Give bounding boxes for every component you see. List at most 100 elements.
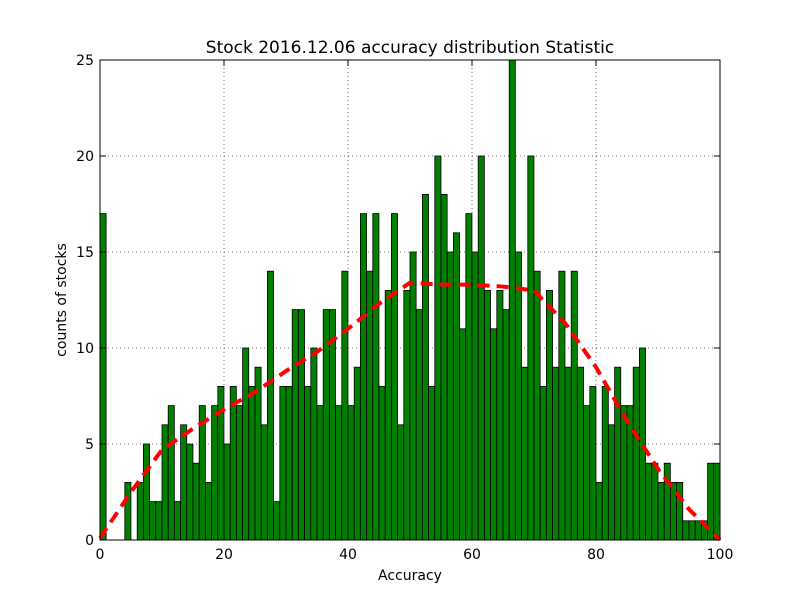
histogram-bar	[279, 385, 287, 541]
histogram-bar	[632, 366, 640, 541]
histogram-bar	[577, 366, 584, 541]
histogram-bar	[620, 405, 628, 541]
histogram-bar	[639, 347, 646, 541]
histogram-bar	[595, 481, 603, 541]
histogram-bar	[372, 213, 380, 541]
histogram-bar	[459, 328, 467, 541]
histogram-bar	[260, 424, 268, 541]
histogram-bar	[676, 481, 684, 541]
histogram-bar	[390, 213, 398, 541]
histogram-bar	[235, 405, 243, 541]
histogram-bar	[409, 251, 417, 541]
histogram-bar	[204, 481, 212, 541]
histogram-bar	[359, 213, 367, 541]
histogram-bar	[136, 481, 144, 541]
histogram-bar	[570, 270, 578, 541]
histogram-bar	[180, 424, 188, 541]
histogram-bar	[626, 405, 634, 541]
x-tick-label: 20	[215, 547, 233, 563]
histogram-bar	[167, 405, 175, 541]
fit-line-layer	[98, 280, 722, 542]
histogram-bar	[601, 385, 609, 541]
histogram-bar	[353, 366, 361, 541]
histogram-bar	[533, 270, 541, 541]
histogram-bar	[99, 213, 107, 541]
histogram-bar	[415, 309, 423, 541]
y-tick-label: 5	[85, 437, 94, 453]
histogram-bar	[670, 481, 677, 541]
histogram-bar	[173, 501, 181, 541]
y-tick-label: 10	[76, 341, 94, 357]
histogram-bar	[496, 289, 504, 541]
histogram-bar	[248, 385, 256, 541]
chart-title: Stock 2016.12.06 accuracy distribution S…	[206, 38, 614, 58]
histogram-bar	[515, 251, 522, 541]
histogram-bar	[155, 501, 163, 541]
y-tick-label: 0	[85, 533, 94, 549]
histogram-bar	[347, 405, 355, 541]
histogram-bar	[291, 309, 299, 541]
histogram-bar	[657, 481, 665, 541]
histogram-bar	[428, 385, 436, 541]
histogram-bar	[663, 462, 671, 541]
histogram-bar	[366, 270, 374, 541]
histogram-bar	[614, 366, 622, 541]
x-tick-label: 60	[463, 547, 481, 563]
histogram-bar	[434, 155, 442, 541]
x-tick-label: 40	[339, 547, 357, 563]
histogram-bar	[713, 462, 721, 541]
histogram-bar	[477, 155, 485, 541]
histogram-bar	[124, 481, 132, 541]
histogram-bar	[471, 251, 479, 541]
histogram-bar	[452, 232, 460, 541]
histogram-bar	[539, 385, 547, 541]
x-tick-label: 0	[96, 547, 105, 563]
histogram-bar	[192, 462, 200, 541]
histogram-bar	[384, 289, 392, 541]
histogram-bar	[521, 366, 529, 541]
x-axis-label: Accuracy	[378, 568, 442, 584]
histogram-bar	[502, 309, 510, 541]
histogram-bar	[266, 270, 274, 541]
histogram-bar	[378, 385, 386, 541]
histogram-bar	[645, 462, 653, 541]
ticks: 0 20 40 60 80 100 0 5 10 15 20 25	[76, 53, 733, 563]
histogram-bar	[682, 520, 690, 541]
histogram-bar	[608, 424, 615, 541]
histogram-bar	[546, 289, 553, 541]
histogram-bar	[341, 270, 349, 541]
histogram-bar	[285, 385, 293, 541]
histogram-bar	[694, 520, 702, 541]
histogram-bar	[223, 443, 231, 541]
histogram-bar	[421, 193, 429, 541]
histogram-bar	[564, 366, 572, 541]
histogram-bar	[403, 289, 411, 541]
histogram-bar	[242, 347, 250, 541]
histogram-bar	[161, 424, 169, 541]
histogram-bar	[186, 443, 194, 541]
histogram-bar	[483, 289, 491, 541]
histogram-bar	[316, 405, 324, 541]
histogram-bar	[229, 385, 237, 541]
histogram-bar	[583, 405, 591, 541]
histogram-bar	[589, 385, 597, 541]
histogram-bar	[552, 366, 560, 541]
histogram-bar	[490, 328, 498, 541]
histogram-bar	[211, 405, 219, 541]
histogram-bar	[310, 347, 318, 541]
histogram-bar	[508, 59, 516, 541]
fit-line	[98, 280, 722, 542]
histogram-bar	[527, 155, 535, 541]
y-tick-label: 25	[76, 53, 94, 69]
y-tick-label: 15	[76, 245, 94, 261]
histogram-bar	[465, 213, 473, 541]
x-tick-label: 80	[587, 547, 605, 563]
histogram-bar	[558, 270, 566, 541]
plot-frame	[99, 59, 721, 541]
histogram-bar	[397, 424, 405, 541]
x-tick-label: 100	[707, 547, 734, 563]
histogram-bar	[297, 309, 305, 541]
histogram-bar	[651, 462, 659, 541]
histogram-bar	[142, 443, 150, 541]
